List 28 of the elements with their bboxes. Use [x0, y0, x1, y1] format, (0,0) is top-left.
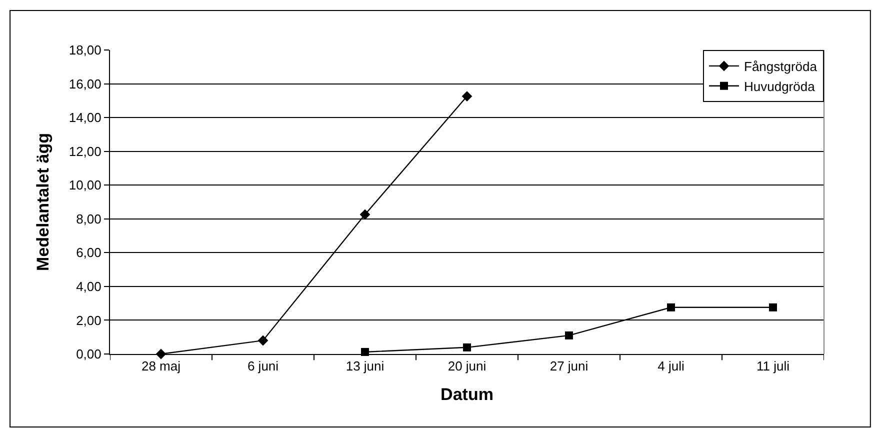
point: [565, 331, 573, 340]
y-tick-label: 6,00: [76, 245, 102, 260]
point: [667, 303, 675, 312]
point: [463, 343, 471, 352]
x-tick-label: 6 juni: [247, 358, 279, 374]
y-tick-label: 2,00: [76, 312, 102, 328]
y-tick-label: 12,00: [68, 144, 102, 159]
x-tick-label: 27 juni: [550, 358, 588, 374]
x-tick-label: 28 maj: [141, 358, 181, 374]
x-tick-label: 20 juni: [448, 358, 486, 374]
legend-label: Fångstgröda: [744, 59, 818, 74]
x-axis-title: Datum: [440, 385, 494, 404]
point: [258, 335, 268, 346]
y-tick-label: 0,00: [76, 346, 102, 362]
point: [462, 91, 472, 102]
x-tick-label: 13 juni: [346, 358, 384, 374]
y-tick-label: 4,00: [76, 278, 102, 294]
point: [360, 209, 370, 220]
y-tick-label: 10,00: [68, 178, 102, 193]
y-tick-label: 8,00: [76, 211, 102, 226]
point: [769, 303, 777, 312]
y-axis-title: Medelantalet ägg: [33, 133, 52, 271]
y-tick-label: 14,00: [68, 110, 102, 126]
y-tick-label: 18,00: [68, 42, 102, 58]
x-tick-label: 4 juli: [658, 358, 684, 374]
legend-label: Huvudgröda: [744, 78, 816, 94]
y-tick-label: 16,00: [68, 76, 102, 92]
x-tick-label: 11 juli: [756, 358, 790, 374]
